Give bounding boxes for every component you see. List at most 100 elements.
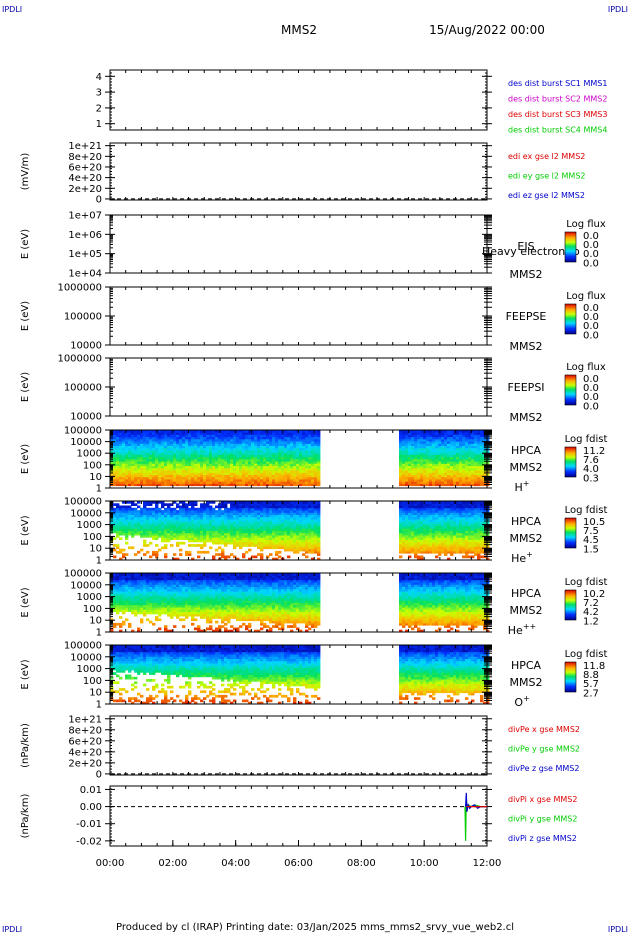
spectrogram-cell bbox=[188, 474, 192, 478]
spectrogram-cell bbox=[314, 476, 318, 480]
spectrogram-cell bbox=[134, 472, 138, 475]
spectrogram-cell bbox=[245, 528, 249, 531]
spectrogram-cell bbox=[149, 523, 153, 527]
spectrogram-cell bbox=[227, 463, 231, 467]
spectrogram-cell bbox=[462, 432, 466, 435]
spectrogram-cell bbox=[146, 523, 150, 527]
spectrogram-cell bbox=[441, 546, 445, 550]
spectrogram-cell bbox=[417, 445, 421, 449]
spectrogram-cell bbox=[278, 481, 282, 484]
spectrogram-cell bbox=[245, 479, 249, 482]
spectrogram-cell bbox=[224, 539, 228, 543]
spectrogram-cell bbox=[185, 463, 189, 467]
spectrogram-cell bbox=[152, 535, 156, 538]
spectrogram-cell bbox=[176, 472, 180, 475]
spectrogram-cell bbox=[242, 553, 246, 556]
spectrogram-cell bbox=[146, 503, 150, 506]
spectrogram-cell bbox=[281, 432, 285, 435]
spectrogram-cell bbox=[209, 521, 213, 525]
spectrogram-cell bbox=[432, 447, 436, 451]
spectrogram-cell bbox=[429, 550, 433, 554]
spectrogram-cell bbox=[308, 436, 312, 440]
spectrogram-cell bbox=[275, 505, 279, 509]
spectrogram-cell bbox=[239, 512, 243, 515]
spectrogram-cell bbox=[215, 430, 219, 433]
spectrogram-cell bbox=[215, 456, 219, 460]
spectrogram-cell bbox=[272, 456, 276, 460]
spectrogram-cell bbox=[444, 553, 448, 556]
spectrogram-cell bbox=[215, 441, 219, 444]
spectrogram-cell bbox=[125, 535, 129, 538]
spectrogram-cell bbox=[269, 459, 273, 462]
spectrogram-cell bbox=[137, 472, 141, 475]
spectrogram-cell bbox=[453, 434, 457, 438]
spectrogram-cell bbox=[197, 539, 201, 543]
spectrogram-cell bbox=[230, 514, 234, 518]
spectrogram-cell bbox=[221, 456, 225, 460]
spectrogram-cell bbox=[206, 530, 210, 534]
spectrogram-cell bbox=[414, 467, 418, 471]
spectrogram-cell bbox=[275, 532, 279, 536]
spectrogram-cell bbox=[465, 483, 469, 487]
spectrogram-cell bbox=[408, 434, 412, 438]
spectrogram-cell bbox=[411, 445, 415, 449]
spectrogram-cell bbox=[278, 438, 282, 442]
spectrogram-cell bbox=[227, 541, 231, 545]
spectrogram-cell bbox=[233, 459, 237, 462]
spectrogram-cell bbox=[426, 434, 430, 438]
spectrogram-cell bbox=[305, 434, 309, 438]
spectrogram-cell bbox=[239, 519, 243, 522]
spectrogram-cell bbox=[218, 483, 222, 487]
spectrogram-cell bbox=[450, 441, 454, 444]
spectrogram-cell bbox=[287, 447, 291, 451]
spectrogram-cell bbox=[191, 539, 195, 543]
spectrogram-cell bbox=[188, 535, 192, 538]
spectrogram-cell bbox=[137, 436, 141, 440]
spectrogram-cell bbox=[405, 541, 409, 545]
spectrogram-cell bbox=[194, 526, 198, 529]
spectrogram-cell bbox=[167, 535, 171, 538]
spectrogram-cell bbox=[188, 479, 192, 482]
spectrogram-cell bbox=[230, 450, 234, 453]
spectrogram-cell bbox=[444, 443, 448, 446]
spectrogram-cell bbox=[450, 479, 454, 482]
spectrogram-cell bbox=[281, 463, 285, 467]
spectrogram-cell bbox=[444, 441, 448, 444]
spectrogram-cell bbox=[278, 479, 282, 482]
spectrogram-cell bbox=[125, 461, 129, 464]
spectrogram-cell bbox=[447, 530, 451, 534]
spectrogram-cell bbox=[486, 447, 490, 451]
spectrogram-cell bbox=[152, 461, 156, 464]
spectrogram-cell bbox=[459, 452, 463, 455]
spectrogram-cell bbox=[441, 510, 445, 513]
spectrogram-cell bbox=[197, 430, 201, 433]
spectrogram-cell bbox=[405, 512, 409, 515]
spectrogram-cell bbox=[176, 452, 180, 455]
spectrogram-cell bbox=[408, 521, 412, 525]
spectrogram-cell bbox=[212, 521, 216, 525]
spectrogram-cell bbox=[314, 539, 318, 543]
spectrogram-cell bbox=[197, 526, 201, 529]
spectrogram-cell bbox=[146, 432, 150, 435]
spectrogram-cell bbox=[242, 523, 246, 527]
spectrogram-cell bbox=[203, 450, 207, 453]
spectrogram-cell bbox=[161, 528, 165, 531]
spectrogram-cell bbox=[134, 530, 138, 534]
spectrogram-cell bbox=[260, 512, 264, 515]
spectrogram-cell bbox=[263, 483, 267, 487]
spectrogram-cell bbox=[417, 519, 421, 522]
spectrogram-cell bbox=[281, 523, 285, 527]
spectrogram-cell bbox=[131, 438, 135, 442]
spectrogram-cell bbox=[447, 548, 451, 552]
spectrogram-cell bbox=[405, 523, 409, 527]
spectrogram-cell bbox=[408, 463, 412, 467]
spectrogram-cell bbox=[203, 539, 207, 543]
spectrogram-cell bbox=[149, 436, 153, 440]
instrument-label: FEEPSE bbox=[506, 310, 547, 323]
spectrogram-cell bbox=[311, 548, 315, 552]
spectrogram-cell bbox=[450, 537, 454, 540]
spectrogram-cell bbox=[399, 528, 403, 531]
spectrogram-cell bbox=[450, 553, 454, 556]
spectrogram-cell bbox=[212, 450, 216, 453]
spectrogram-cell bbox=[188, 483, 192, 487]
